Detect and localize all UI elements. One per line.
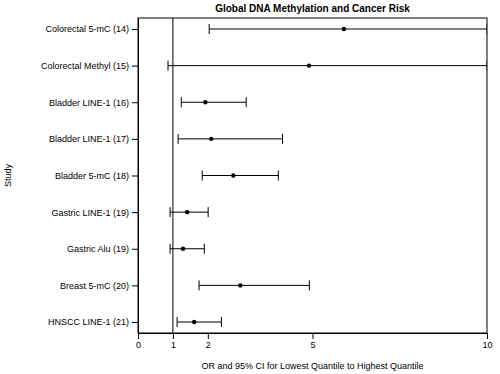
x-axis-title: OR and 95% CI for Lowest Quantile to Hig… <box>201 361 423 371</box>
y-tick-mark <box>132 176 138 177</box>
ci-upper-cap <box>278 171 279 181</box>
x-tick-label: 1 <box>171 340 176 350</box>
ci-lower-cap <box>181 97 182 107</box>
y-tick: Colorectal Methyl (15) <box>41 61 138 71</box>
y-tick-mark <box>132 285 138 286</box>
x-tick: 1 <box>171 333 176 350</box>
x-tick-label: 2 <box>206 340 211 350</box>
study-row <box>170 244 204 254</box>
x-tick: 10 <box>482 333 492 350</box>
ci-lower-cap <box>177 317 178 327</box>
y-tick: Breast 5-mC (20) <box>60 281 138 291</box>
ci-line <box>199 285 309 286</box>
y-tick: HNSCC LINE-1 (21) <box>48 317 138 327</box>
point-estimate <box>307 63 311 67</box>
ci-line <box>202 175 278 176</box>
plot: 0 1 2 5 10 Colorectal 5-mC (14) Colorectal Met… <box>41 18 493 350</box>
y-tick-label: Breast 5-mC (20) <box>60 281 129 291</box>
point-estimate <box>342 27 346 31</box>
y-tick-label: Bladder LINE-1 (17) <box>49 134 129 144</box>
y-tick-mark <box>132 249 138 250</box>
y-tick-mark <box>132 322 138 323</box>
x-tick-mark <box>487 333 488 339</box>
chart: 0 1 2 5 10 Colorectal 5-mC (14) Colorectal Met… <box>0 0 500 374</box>
ci-lower-cap <box>168 61 169 71</box>
y-tick-mark <box>132 212 138 213</box>
x-tick-label: 0 <box>136 340 141 350</box>
ci-upper-cap <box>487 24 488 34</box>
x-tick-label: 5 <box>310 340 315 350</box>
y-tick: Colorectal 5-mC (14) <box>45 24 138 34</box>
ci-line <box>181 102 246 103</box>
x-tick-label: 10 <box>482 340 492 350</box>
x-tick: 5 <box>310 333 315 350</box>
y-tick-label: Colorectal 5-mC (14) <box>45 24 129 34</box>
x-tick-mark <box>173 333 174 339</box>
ci-line <box>177 322 221 323</box>
y-tick-label: Bladder LINE-1 (16) <box>49 98 129 108</box>
y-tick-label: Colorectal Methyl (15) <box>41 61 129 71</box>
y-tick: Bladder 5-mC (18) <box>55 171 138 181</box>
ci-lower-cap <box>199 280 200 290</box>
y-tick: Bladder LINE-1 (16) <box>49 98 138 108</box>
y-tick-label: Gastric Alu (19) <box>67 244 129 254</box>
point-estimate <box>238 283 242 287</box>
point-estimate <box>181 247 185 251</box>
study-row <box>202 171 278 181</box>
ci-upper-cap <box>208 207 209 217</box>
point-estimate <box>203 100 207 104</box>
y-tick-label: HNSCC LINE-1 (21) <box>48 317 129 327</box>
y-tick: Bladder LINE-1 (17) <box>49 134 138 144</box>
ci-upper-cap <box>309 280 310 290</box>
study-row <box>209 24 487 34</box>
y-tick-label: Gastric LINE-1 (19) <box>51 208 129 218</box>
point-estimate <box>209 137 213 141</box>
ci-lower-cap <box>202 171 203 181</box>
point-estimate <box>231 173 235 177</box>
study-row <box>178 134 282 144</box>
ci-lower-cap <box>170 207 171 217</box>
x-axis: 0 1 2 5 10 <box>136 333 493 350</box>
chart-title: Global DNA Methylation and Cancer Risk <box>215 3 410 14</box>
ci-lower-cap <box>170 244 171 254</box>
ci-line <box>209 28 487 29</box>
study-row <box>168 61 487 71</box>
plot-frame <box>138 18 487 333</box>
y-tick-mark <box>132 66 138 67</box>
ci-lower-cap <box>209 24 210 34</box>
ci-line <box>168 65 487 66</box>
ci-upper-cap <box>487 61 488 71</box>
y-tick-mark <box>132 29 138 30</box>
ci-upper-cap <box>246 97 247 107</box>
point-estimate <box>192 320 196 324</box>
y-axis-line <box>138 19 139 334</box>
ci-upper-cap <box>204 244 205 254</box>
study-row <box>177 317 221 327</box>
point-estimate <box>185 210 189 214</box>
y-axis-title: Study <box>3 163 13 187</box>
marks <box>168 18 487 333</box>
y-tick-label: Bladder 5-mC (18) <box>55 171 129 181</box>
ci-upper-cap <box>282 134 283 144</box>
study-row <box>181 97 246 107</box>
ci-lower-cap <box>178 134 179 144</box>
x-tick-mark <box>138 333 139 339</box>
study-row <box>170 207 208 217</box>
ci-line <box>170 248 204 249</box>
ci-line <box>178 138 282 139</box>
y-tick: Gastric Alu (19) <box>67 244 138 254</box>
y-tick-mark <box>132 102 138 103</box>
y-tick: Gastric LINE-1 (19) <box>51 208 138 218</box>
x-tick-mark <box>208 333 209 339</box>
x-tick: 2 <box>206 333 211 350</box>
y-tick-mark <box>132 139 138 140</box>
ci-upper-cap <box>221 317 222 327</box>
study-row <box>199 280 309 290</box>
x-tick: 0 <box>136 333 141 350</box>
y-axis: Colorectal 5-mC (14) Colorectal Methyl (1… <box>41 19 139 334</box>
x-tick-mark <box>313 333 314 339</box>
